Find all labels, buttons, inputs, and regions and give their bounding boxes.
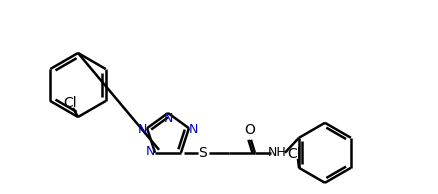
Text: N: N (138, 123, 147, 136)
Text: O: O (244, 123, 255, 137)
Text: S: S (198, 146, 207, 160)
Text: Cl: Cl (287, 147, 301, 161)
Text: N: N (145, 145, 155, 158)
Text: Cl: Cl (63, 96, 77, 110)
Text: NH: NH (268, 146, 286, 159)
Text: N: N (163, 112, 173, 125)
Text: N: N (189, 123, 198, 136)
